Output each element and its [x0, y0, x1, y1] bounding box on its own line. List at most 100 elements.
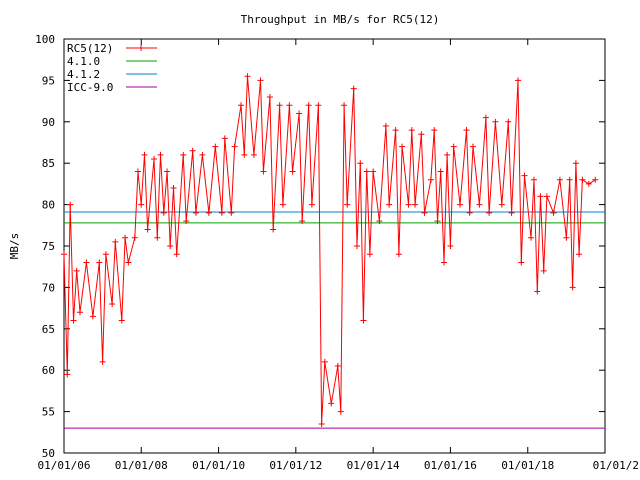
- rc5-point: [421, 209, 428, 216]
- rc5-point: [392, 127, 399, 134]
- x-tick-label: 01/01/14: [347, 459, 400, 472]
- rc5-point: [534, 288, 541, 295]
- rc5-point: [70, 317, 77, 324]
- rc5-point: [167, 243, 174, 249]
- rc5-point: [328, 400, 335, 407]
- chart-title: Throughput in MB/s for RC5(12): [241, 13, 440, 26]
- rc5-point: [257, 77, 264, 84]
- rc5-point: [64, 371, 71, 378]
- y-tick-label: 80: [42, 199, 55, 212]
- rc5-point: [450, 143, 457, 150]
- rc5-point: [260, 168, 267, 175]
- rc5-point: [360, 317, 367, 324]
- rc5-point: [447, 243, 454, 249]
- rc5-point: [228, 209, 235, 216]
- x-tick-label: 01/01/16: [424, 459, 477, 472]
- rc5-point: [469, 143, 476, 150]
- rc5-point: [508, 209, 515, 216]
- rc5-point: [83, 259, 90, 266]
- rc5-point: [528, 234, 535, 241]
- rc5-point: [540, 267, 547, 274]
- rc5-point: [189, 147, 196, 154]
- rc5-point: [286, 102, 293, 109]
- rc5-point: [556, 176, 563, 183]
- rc5-point: [543, 193, 550, 200]
- rc5-point: [566, 176, 573, 183]
- y-tick-label: 85: [42, 157, 55, 170]
- rc5-point: [170, 185, 177, 192]
- rc5-point: [363, 168, 370, 175]
- y-tick-label: 100: [35, 33, 55, 46]
- rc5-point: [238, 102, 245, 109]
- rc5-point: [131, 234, 138, 241]
- rc5-point: [122, 234, 129, 241]
- rc5-point: [569, 284, 576, 291]
- y-tick-label: 70: [42, 281, 55, 294]
- rc5-point: [427, 176, 434, 183]
- rc5-point: [563, 234, 570, 241]
- rc5-point: [296, 110, 303, 117]
- rc5-point: [585, 180, 592, 187]
- rc5-point: [531, 176, 538, 183]
- rc5-point: [344, 201, 351, 208]
- rc5-point: [192, 209, 199, 216]
- rc5-point: [67, 201, 74, 208]
- rc5-point: [276, 102, 283, 109]
- legend-label: 4.1.0: [67, 55, 100, 68]
- rc5-point: [205, 209, 212, 216]
- rc5-point: [498, 201, 505, 208]
- legend-label: ICC-9.0: [67, 81, 113, 94]
- rc5-point: [444, 151, 451, 158]
- rc5-point: [576, 251, 583, 258]
- rc5-point: [592, 176, 599, 183]
- rc5-point: [440, 259, 447, 266]
- x-tick-label: 01/01/10: [192, 459, 245, 472]
- rc5-point: [518, 259, 525, 266]
- rc5-point: [250, 151, 257, 158]
- y-tick-label: 55: [42, 406, 55, 419]
- rc5-point: [289, 168, 296, 175]
- rc5-point: [370, 168, 377, 175]
- rc5-point: [353, 243, 360, 249]
- rc5-point: [180, 151, 187, 158]
- rc5-point: [112, 238, 119, 245]
- rc5-point: [96, 259, 103, 266]
- x-tick-label: 01/01/06: [38, 459, 91, 472]
- rc5-point: [241, 151, 248, 158]
- rc5-point: [437, 168, 444, 175]
- constant-lines: [64, 211, 605, 429]
- rc5-point: [357, 160, 364, 167]
- rc5-point: [134, 168, 141, 175]
- rc5-point: [99, 358, 106, 365]
- rc5-point: [386, 201, 393, 208]
- rc5-point: [476, 201, 483, 208]
- rc5-point: [73, 267, 80, 274]
- rc5-point: [138, 201, 145, 208]
- rc5-point: [76, 309, 83, 316]
- rc5-point: [89, 313, 96, 320]
- rc5-point: [366, 251, 373, 258]
- rc5-point: [154, 234, 161, 241]
- plot-frame: [63, 38, 606, 454]
- rc5-point: [537, 193, 544, 200]
- rc5-point: [376, 218, 383, 225]
- series-rc5-12: [61, 73, 599, 428]
- rc5-point: [157, 151, 164, 158]
- legend-label: RC5(12): [67, 42, 113, 55]
- rc5-point: [482, 114, 489, 121]
- rc5-point: [492, 118, 499, 125]
- y-tick-label: 65: [42, 323, 55, 336]
- rc5-point: [144, 226, 151, 233]
- x-tick-label: 01/01/2: [593, 459, 639, 472]
- y-axis-label: MB/s: [8, 233, 21, 260]
- rc5-point: [579, 176, 586, 183]
- rc5-point: [279, 201, 286, 208]
- x-tick-label: 01/01/18: [501, 459, 554, 472]
- rc5-point: [408, 127, 415, 134]
- rc5-point: [457, 201, 464, 208]
- rc5-point: [341, 102, 348, 109]
- rc5-point: [395, 251, 402, 258]
